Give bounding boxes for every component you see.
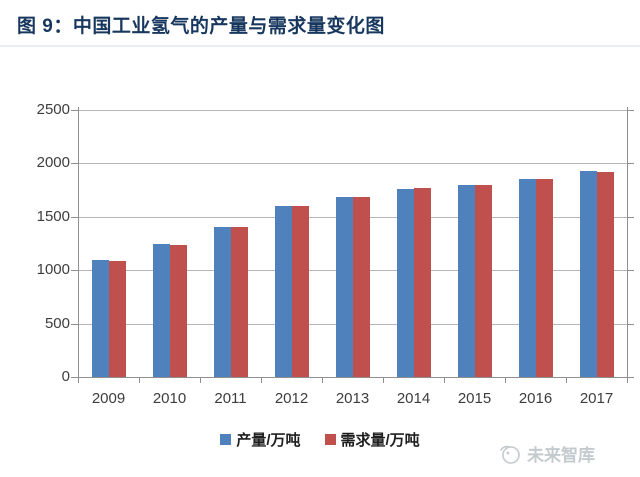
- y-axis-label-1000: 1000: [36, 261, 70, 278]
- x-axis-tick-9: [627, 378, 628, 383]
- y-axis-label-500: 500: [44, 315, 70, 332]
- y-axis-line-left: [78, 107, 79, 377]
- y-tick-right-2000: [627, 163, 634, 164]
- bar-demand-2013: [353, 197, 370, 377]
- y-tick-right-1000: [627, 270, 634, 271]
- x-axis-label-2012: 2012: [274, 390, 309, 407]
- x-axis-tick-7: [505, 378, 506, 383]
- watermark-text: 未来智库: [527, 446, 595, 465]
- x-axis-tick-8: [566, 378, 567, 383]
- y-tick-left-1500: [71, 217, 78, 218]
- title-underline: [0, 45, 640, 47]
- legend-swatch-demand: [324, 434, 336, 445]
- legend-label-production: 产量/万吨: [236, 432, 301, 449]
- x-axis-label-2016: 2016: [518, 390, 553, 407]
- x-axis-label-2017: 2017: [579, 390, 614, 407]
- x-axis-label-2015: 2015: [457, 390, 492, 407]
- bar-production-2014: [397, 189, 414, 377]
- x-axis-line: [71, 377, 634, 378]
- y-axis-label-0: 0: [61, 368, 70, 385]
- legend-item-demand: 需求量/万吨: [324, 429, 420, 450]
- legend-swatch-production: [220, 434, 232, 445]
- bar-demand-2015: [475, 185, 492, 377]
- bar-production-2010: [153, 244, 170, 377]
- x-axis-tick-6: [444, 378, 445, 383]
- chart-legend: 产量/万吨 需求量/万吨: [110, 429, 530, 450]
- bar-demand-2009: [109, 261, 126, 377]
- gridline-2000: [78, 163, 627, 164]
- bar-demand-2011: [231, 227, 248, 377]
- x-axis-label-2009: 2009: [91, 390, 126, 407]
- watermark: 未来智库: [498, 441, 595, 466]
- x-axis-tick-0: [78, 378, 79, 383]
- bar-demand-2010: [170, 245, 187, 377]
- bar-demand-2016: [536, 179, 553, 377]
- bar-production-2013: [336, 197, 353, 377]
- figure-title: 图 9：中国工业氢气的产量与需求量变化图: [17, 16, 385, 37]
- y-axis-label-1500: 1500: [36, 208, 70, 225]
- bar-demand-2012: [292, 206, 309, 377]
- x-axis-tick-4: [322, 378, 323, 383]
- y-tick-right-2500: [627, 110, 634, 111]
- bar-demand-2017: [597, 172, 614, 377]
- y-tick-left-500: [71, 324, 78, 325]
- brand-logo-icon: [500, 445, 520, 464]
- y-tick-left-2500: [71, 110, 78, 111]
- y-tick-left-1000: [71, 270, 78, 271]
- bar-production-2017: [580, 171, 597, 377]
- x-axis-tick-3: [261, 378, 262, 383]
- x-axis-tick-5: [383, 378, 384, 383]
- y-axis-label-2000: 2000: [36, 154, 70, 171]
- bar-demand-2014: [414, 188, 431, 377]
- bar-production-2012: [275, 206, 292, 377]
- bar-production-2011: [214, 227, 231, 377]
- bar-production-2016: [519, 179, 536, 377]
- x-axis-label-2014: 2014: [396, 390, 431, 407]
- bar-production-2015: [458, 185, 475, 377]
- x-axis-label-2010: 2010: [152, 390, 187, 407]
- gridline-2500: [78, 110, 627, 111]
- y-tick-right-500: [627, 324, 634, 325]
- x-axis-label-2013: 2013: [335, 390, 370, 407]
- legend-label-demand: 需求量/万吨: [340, 432, 420, 449]
- y-tick-right-1500: [627, 217, 634, 218]
- bar-production-2009: [92, 260, 109, 377]
- legend-item-production: 产量/万吨: [220, 429, 301, 450]
- x-axis-label-2011: 2011: [214, 390, 247, 407]
- x-axis-tick-1: [139, 378, 140, 383]
- y-axis-line-right: [627, 107, 628, 377]
- x-axis-tick-2: [200, 378, 201, 383]
- y-tick-left-2000: [71, 163, 78, 164]
- y-axis-label-2500: 2500: [36, 101, 70, 118]
